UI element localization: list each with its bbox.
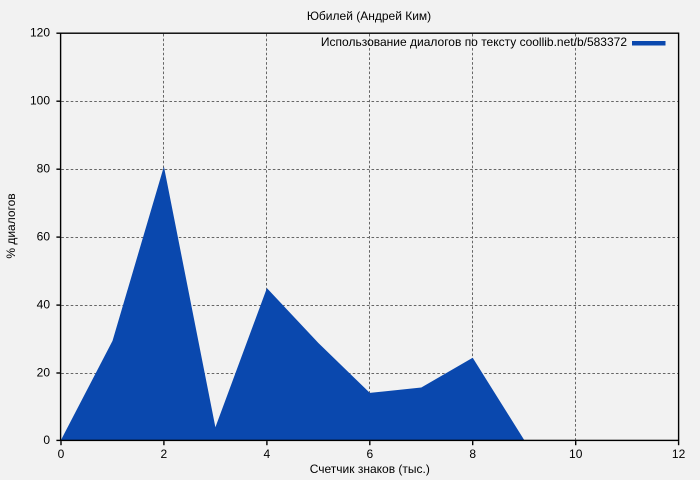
svg-text:0: 0 <box>58 447 65 461</box>
svg-text:Юбилей (Андрей Ким): Юбилей (Андрей Ким) <box>307 9 431 23</box>
svg-text:Счетчик знаков (тыс.): Счетчик знаков (тыс.) <box>310 462 430 476</box>
svg-text:0: 0 <box>43 433 50 447</box>
svg-text:10: 10 <box>569 447 583 461</box>
svg-text:12: 12 <box>672 447 686 461</box>
svg-text:% диалогов: % диалогов <box>4 193 18 258</box>
svg-text:2: 2 <box>161 447 168 461</box>
svg-text:40: 40 <box>37 298 51 312</box>
svg-text:Использование диалогов по текс: Использование диалогов по тексту coollib… <box>321 35 627 49</box>
svg-text:60: 60 <box>37 230 51 244</box>
svg-text:80: 80 <box>37 162 51 176</box>
svg-text:6: 6 <box>366 447 373 461</box>
svg-text:20: 20 <box>37 366 51 380</box>
svg-text:120: 120 <box>30 26 50 40</box>
svg-text:4: 4 <box>264 447 271 461</box>
svg-text:100: 100 <box>30 94 50 108</box>
svg-text:8: 8 <box>469 447 476 461</box>
